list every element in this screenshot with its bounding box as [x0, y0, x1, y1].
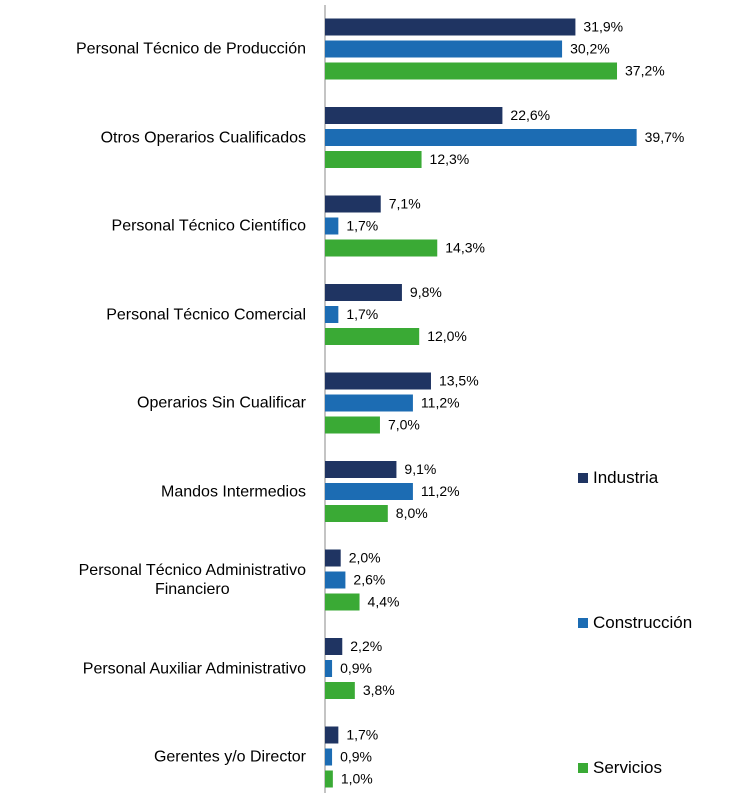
legend-item: Industria	[578, 468, 658, 488]
category-text: Personal Técnico Comercial	[106, 306, 306, 323]
category-label: Otros Operarios Cualificados	[0, 128, 306, 147]
legend-label: Servicios	[593, 758, 662, 777]
value-label: 13,5%	[439, 373, 479, 389]
bar	[325, 748, 333, 766]
category-text: Mandos Intermedios	[161, 483, 306, 500]
legend-label: Construcción	[593, 613, 693, 632]
category-text: Personal Técnico Administrativo Financie…	[78, 562, 306, 598]
category-label: Personal Técnico Comercial	[0, 305, 306, 324]
category-label: Gerentes y/o Director	[0, 748, 306, 767]
value-label: 39,7%	[645, 129, 685, 145]
value-label: 12,0%	[427, 328, 467, 344]
value-label: 2,6%	[353, 572, 385, 588]
bar	[325, 505, 388, 522]
value-label: 11,2%	[421, 395, 460, 411]
category-label: Personal Técnico Científico	[0, 217, 306, 236]
category-label: Personal Técnico de Producción	[0, 40, 306, 59]
category-label: Mandos Intermedios	[0, 482, 306, 501]
bar	[325, 638, 343, 655]
value-label: 12,3%	[430, 151, 470, 167]
legend-item: Construcción	[578, 613, 692, 633]
value-label: 2,0%	[349, 550, 381, 566]
bar	[325, 394, 413, 412]
value-label: 11,2%	[421, 483, 460, 499]
category-text: Personal Técnico Científico	[111, 217, 306, 235]
bar	[325, 660, 333, 677]
value-label: 31,9%	[583, 19, 623, 35]
value-label: 1,0%	[341, 771, 373, 787]
category-text: Gerentes y/o Director	[153, 748, 306, 766]
value-label: 0,9%	[340, 660, 372, 676]
legend-item: Servicios	[578, 758, 662, 778]
value-label: 0,9%	[340, 749, 372, 765]
bar	[325, 571, 346, 589]
category-text: Otros Operarios Cualificados	[100, 129, 306, 146]
category-label: Operarios Sin Cualificar	[0, 394, 306, 413]
bar	[325, 372, 431, 390]
legend-swatch	[578, 763, 588, 773]
bar	[325, 284, 402, 301]
bar	[325, 195, 381, 213]
value-label: 30,2%	[570, 41, 610, 57]
category-label: Personal Técnico Administrativo Financie…	[0, 561, 306, 599]
value-label: 2,2%	[350, 638, 382, 654]
bar	[325, 306, 339, 323]
legend-swatch	[578, 618, 588, 628]
bar	[325, 549, 341, 567]
legend-label: Industria	[593, 468, 659, 487]
category-label: Personal Auxiliar Administrativo	[0, 659, 306, 678]
value-label: 8,0%	[396, 505, 428, 521]
bar	[325, 217, 339, 235]
bar	[325, 461, 397, 478]
bar	[325, 770, 333, 788]
value-label: 3,8%	[363, 682, 395, 698]
bar	[325, 416, 380, 434]
bar	[325, 726, 339, 744]
bar	[325, 18, 576, 36]
bar	[325, 239, 438, 257]
value-label: 1,7%	[346, 218, 378, 234]
value-label: 14,3%	[445, 240, 485, 256]
category-text: Personal Auxiliar Administrativo	[82, 660, 306, 677]
bar	[325, 682, 355, 699]
value-label: 9,1%	[404, 461, 436, 477]
legend-swatch	[578, 473, 588, 483]
value-label: 4,4%	[368, 594, 400, 610]
value-label: 9,8%	[410, 284, 442, 300]
bar	[325, 62, 618, 80]
value-label: 22,6%	[510, 107, 550, 123]
bar	[325, 107, 503, 124]
bar	[325, 40, 563, 58]
category-text: Personal Técnico de Producción	[75, 40, 306, 58]
bar	[325, 151, 422, 168]
bar	[325, 129, 637, 146]
bar	[325, 593, 360, 611]
value-label: 7,1%	[389, 196, 421, 212]
category-text: Operarios Sin Cualificar	[137, 394, 306, 412]
bar	[325, 483, 413, 500]
bar	[325, 328, 420, 345]
value-label: 1,7%	[346, 306, 378, 322]
value-label: 7,0%	[388, 417, 420, 433]
value-label: 37,2%	[625, 63, 665, 79]
value-label: 1,7%	[346, 727, 378, 743]
